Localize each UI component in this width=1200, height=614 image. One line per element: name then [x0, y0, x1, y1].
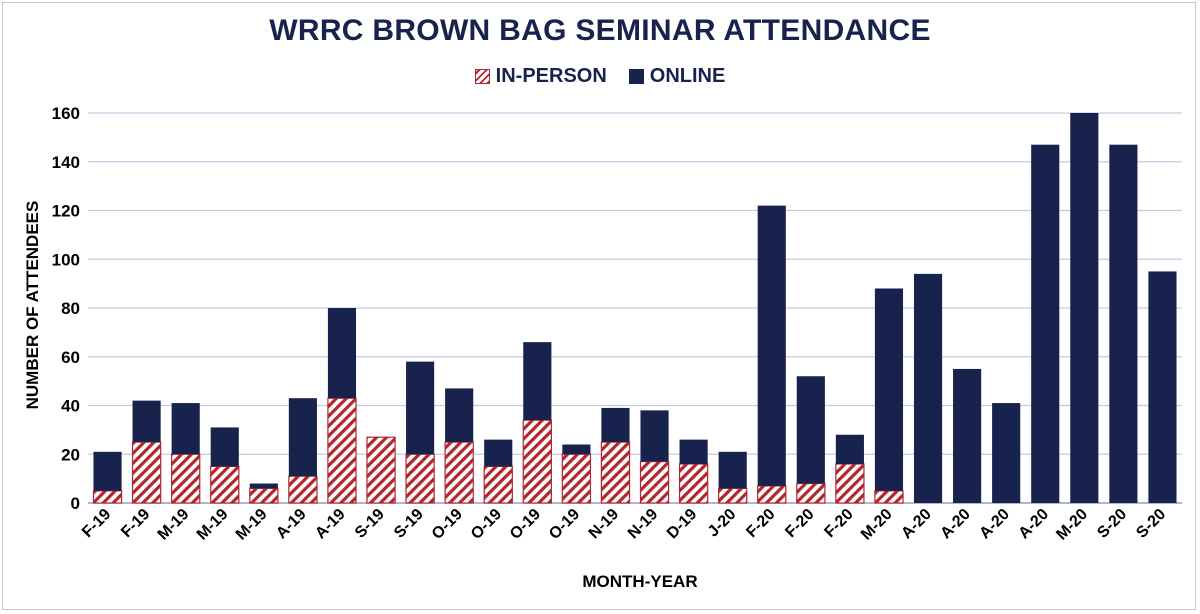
bar-online [288, 398, 317, 477]
chart-legend: IN-PERSON ONLINE [0, 65, 1200, 88]
x-tick-label: S-19 [352, 506, 388, 542]
x-tick-label: A-19 [312, 506, 349, 543]
x-tick-label: S-20 [1094, 506, 1130, 542]
bar-online [562, 444, 591, 455]
legend-label-in-person: IN-PERSON [495, 65, 607, 87]
bar-in-person [131, 441, 162, 504]
y-tick-label: 0 [71, 494, 80, 513]
bar-online [210, 427, 239, 467]
x-tick-label: N-19 [586, 506, 623, 543]
bar-online [445, 388, 474, 443]
x-tick-label: S-19 [391, 506, 427, 542]
y-axis-label: NUMBER OF ATTENDEES [23, 200, 42, 410]
y-tick-label: 40 [61, 397, 80, 416]
bar-online [757, 205, 786, 486]
x-axis-label: MONTH-YEAR [582, 572, 698, 591]
bar-in-person [366, 436, 396, 504]
y-tick-label: 60 [61, 348, 80, 367]
x-tick-label: D-19 [664, 506, 701, 543]
bar-online [953, 368, 982, 503]
bar-online [601, 407, 630, 443]
y-tick-label: 120 [52, 202, 80, 221]
x-tick-label: M-19 [194, 506, 232, 544]
x-tick-label: F-19 [79, 506, 114, 541]
bar-in-person [483, 465, 513, 504]
bar-online [640, 410, 669, 462]
x-tick-label: A-19 [273, 506, 310, 543]
x-tick-label: M-20 [858, 506, 896, 544]
x-tick-label: J-20 [705, 506, 740, 541]
bar-in-person [249, 487, 279, 504]
bar-online [1109, 144, 1138, 503]
bar-online [796, 376, 825, 484]
bar-in-person [210, 465, 240, 504]
bar-online [93, 451, 122, 491]
bar-in-person [327, 397, 357, 504]
bar-online [484, 439, 513, 467]
legend-swatch-in-person [474, 69, 490, 84]
bar-in-person [288, 475, 318, 504]
bar-online [874, 288, 904, 491]
x-tick-label: F-20 [821, 506, 856, 541]
x-tick-label: A-20 [976, 506, 1013, 543]
bar-layer [92, 113, 1177, 504]
bar-in-person [171, 453, 201, 504]
x-tick-label: F-20 [782, 506, 817, 541]
x-tick-label: F-19 [118, 506, 153, 541]
x-tick-label: N-19 [625, 506, 662, 543]
bar-online [523, 342, 552, 421]
bar-in-person [639, 460, 670, 504]
bar-in-person [757, 485, 787, 504]
legend-swatch-online [628, 69, 644, 84]
x-tick-label: O-19 [429, 506, 466, 543]
bar-online [718, 451, 747, 489]
x-tick-label: A-20 [898, 506, 935, 543]
x-tick-label: O-19 [507, 506, 544, 543]
bar-online [679, 439, 708, 464]
y-tick-label: 100 [52, 250, 80, 269]
x-tick-label: O-19 [468, 506, 505, 543]
bar-in-person [522, 419, 552, 504]
y-tick-label: 140 [52, 153, 80, 172]
legend-item-in-person: IN-PERSON [474, 65, 607, 88]
bar-online [1070, 113, 1099, 503]
x-tick-label: S-20 [1133, 506, 1169, 542]
bar-online [1031, 144, 1060, 503]
bar-in-person [718, 487, 748, 504]
bar-online [327, 308, 357, 399]
x-tick-label: A-20 [1016, 506, 1053, 543]
bar-in-person [405, 453, 435, 504]
bar-in-person [561, 453, 592, 504]
bar-in-person [600, 441, 631, 504]
bar-in-person [444, 441, 474, 504]
x-tick-label: F-20 [743, 506, 778, 541]
y-tick-label: 80 [61, 299, 80, 318]
bar-online [132, 400, 161, 443]
bar-in-person [796, 482, 826, 504]
x-tick-label: A-20 [937, 506, 974, 543]
bar-in-person [92, 490, 123, 504]
bar-online [249, 483, 278, 489]
y-tick-label: 160 [52, 104, 80, 123]
x-tick-label: M-19 [155, 506, 193, 544]
legend-label-online: ONLINE [649, 65, 726, 87]
bar-in-person [835, 463, 865, 504]
x-tick-label: M-20 [1053, 506, 1091, 544]
bar-online [1148, 271, 1177, 503]
y-tick-label: 20 [61, 445, 80, 464]
bar-in-person [874, 490, 904, 504]
x-tick-label: M-19 [233, 506, 271, 544]
legend-item-online: ONLINE [628, 65, 726, 88]
bar-online [171, 403, 200, 455]
chart-title: WRRC BROWN BAG SEMINAR ATTENDANCE [269, 14, 931, 47]
bar-online [913, 273, 943, 503]
x-tick-label: O-19 [546, 506, 583, 543]
bar-online [835, 434, 864, 464]
bar-online [406, 361, 435, 455]
bar-in-person [678, 463, 709, 504]
bar-online [992, 403, 1021, 503]
